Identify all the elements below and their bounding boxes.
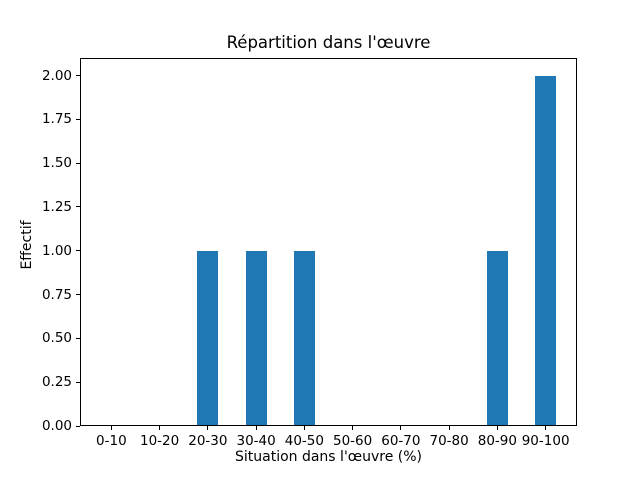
bar [486,250,508,426]
bar [197,250,219,426]
x-tick-label: 90-100 [521,433,570,449]
x-tick-label: 80-90 [477,433,517,449]
x-tick-mark [110,426,112,430]
y-tick-label: 1.00 [41,242,72,259]
x-tick-mark [159,426,161,430]
y-tick-label: 0.75 [41,286,72,303]
x-tick-label: 60-70 [381,433,421,449]
y-tick-label: 1.75 [41,111,72,128]
x-tick-mark [496,426,498,430]
y-tick-mark [76,381,80,383]
x-tick-mark [352,426,354,430]
x-tick-label: 50-60 [333,433,373,449]
y-tick-mark [76,118,80,120]
y-tick-mark [76,206,80,208]
x-tick-mark [255,426,257,430]
y-tick-mark [76,337,80,339]
x-tick-label: 70-80 [429,433,469,449]
x-tick-label: 0-10 [96,433,127,449]
y-tick-label: 1.50 [41,155,72,172]
y-tick-mark [76,75,80,77]
bar [293,250,315,426]
x-tick-mark [400,426,402,430]
y-tick-label: 0.25 [41,374,72,391]
x-tick-label: 20-30 [188,433,228,449]
x-tick-mark [545,426,547,430]
x-axis-label: Situation dans l'œuvre (%) [234,449,423,465]
y-tick-mark [76,425,80,427]
y-tick-label: 0.50 [41,330,72,347]
chart-title: Répartition dans l'œuvre [226,33,431,52]
x-tick-label: 40-50 [284,433,324,449]
x-tick-mark [448,426,450,430]
y-tick-label: 0.00 [41,418,72,434]
y-tick-mark [76,250,80,252]
y-tick-label: 2.00 [41,67,72,84]
bar [535,75,557,426]
bar [245,250,267,426]
x-tick-mark [207,426,209,430]
x-tick-label: 30-40 [236,433,276,449]
y-tick-mark [76,294,80,296]
y-tick-label: 1.25 [41,198,72,215]
x-tick-mark [303,426,305,430]
y-tick-mark [76,162,80,164]
x-tick-label: 10-20 [139,433,180,449]
